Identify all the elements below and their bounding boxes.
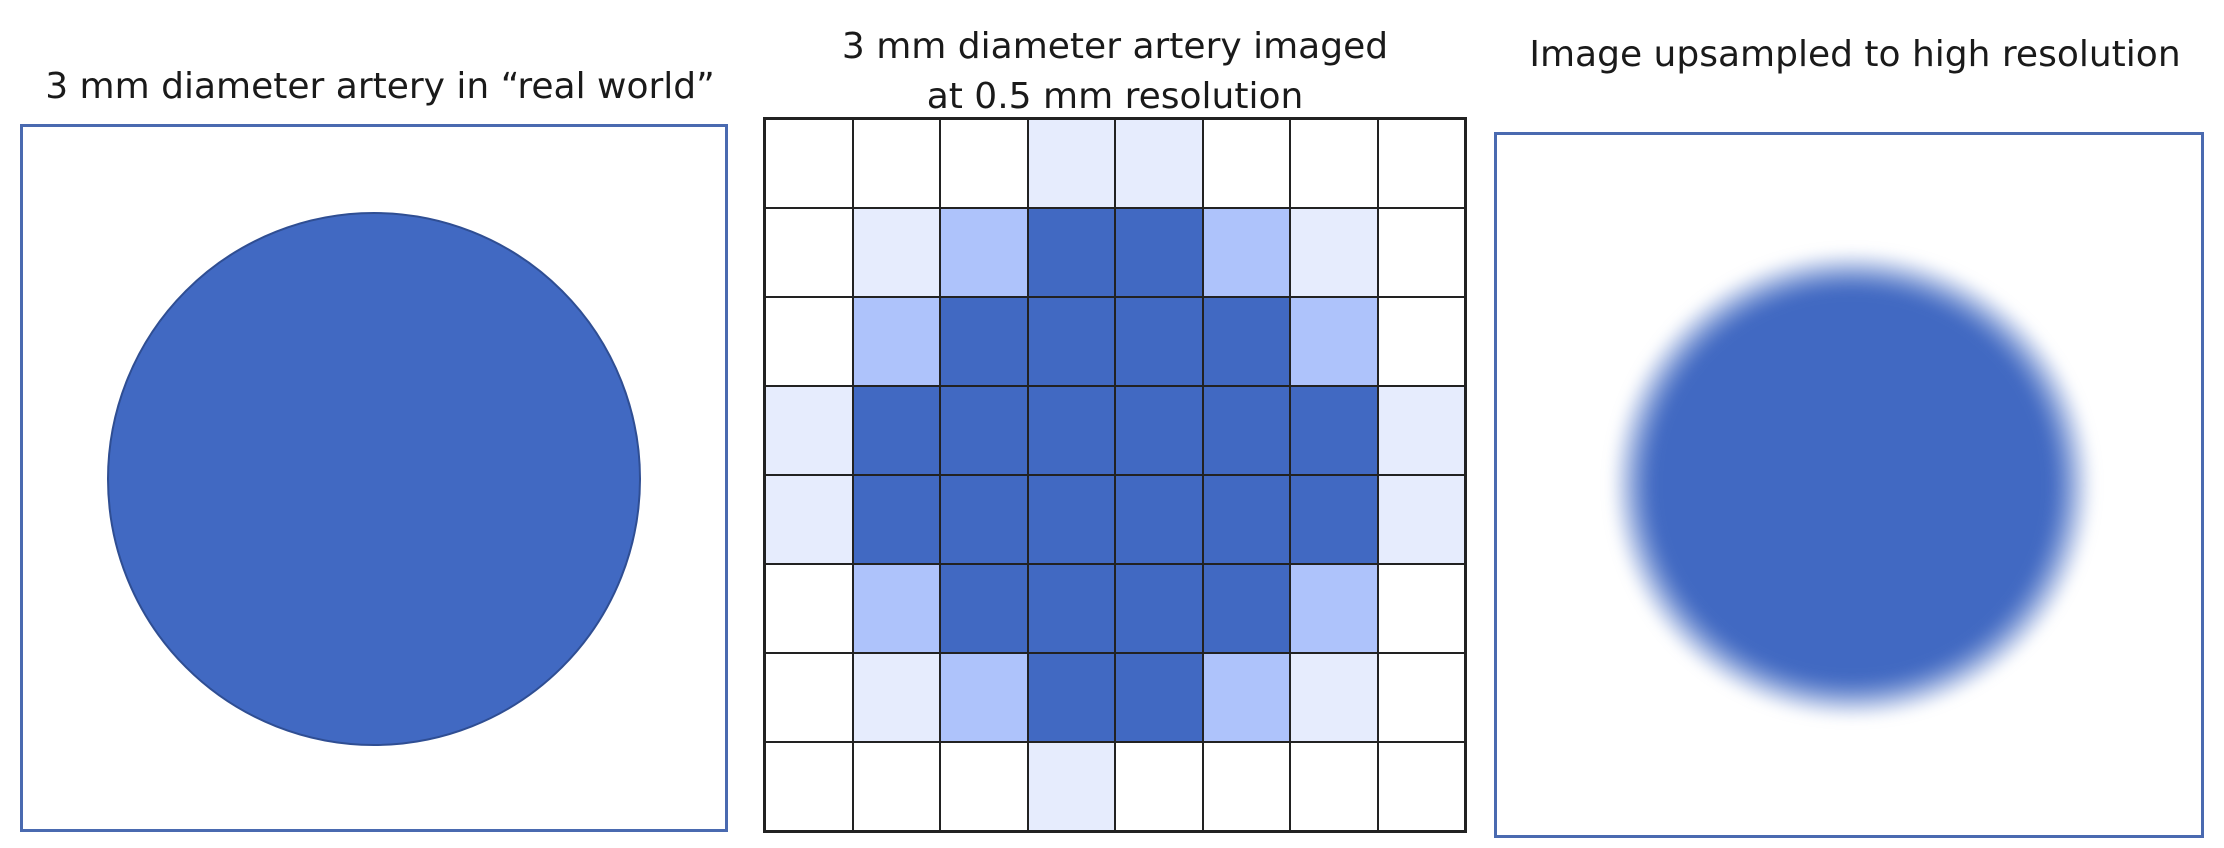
grid-cell <box>940 208 1028 297</box>
pixel-grid <box>763 117 1467 833</box>
grid-cell <box>1202 386 1290 475</box>
grid-cell <box>1202 208 1290 297</box>
grid-cell <box>765 386 853 475</box>
middle-panel-title-line-1: 3 mm diameter artery imaged <box>841 26 1389 67</box>
grid-cell <box>765 564 853 653</box>
grid-cell <box>1027 297 1115 386</box>
artery-cross-section <box>107 212 641 746</box>
grid-cell <box>1115 564 1203 653</box>
grid-cell <box>1290 742 1378 831</box>
grid-cell <box>940 119 1028 208</box>
grid-cell <box>1027 564 1115 653</box>
grid-cell <box>940 297 1028 386</box>
grid-cell <box>1202 564 1290 653</box>
grid-cell <box>1027 386 1115 475</box>
grid-cell <box>1290 297 1378 386</box>
grid-cell <box>1115 119 1203 208</box>
grid-cell <box>1290 564 1378 653</box>
grid-cell <box>852 208 940 297</box>
grid-cell <box>1027 742 1115 831</box>
grid-cell <box>1027 208 1115 297</box>
grid-cell <box>765 742 853 831</box>
real-world-panel <box>20 124 728 832</box>
right-panel-title: Image upsampled to high resolution <box>1529 34 2181 75</box>
grid-cell <box>765 208 853 297</box>
grid-cell <box>1115 475 1203 564</box>
grid-cell <box>1202 475 1290 564</box>
grid-cell <box>940 386 1028 475</box>
grid-cell <box>765 653 853 742</box>
grid-cell <box>1027 653 1115 742</box>
grid-cell <box>1377 742 1465 831</box>
grid-cell <box>1377 564 1465 653</box>
blurred-artery <box>1610 250 2094 720</box>
grid-cell <box>940 653 1028 742</box>
grid-cell <box>1377 297 1465 386</box>
grid-cell <box>1027 475 1115 564</box>
grid-cell <box>1115 386 1203 475</box>
grid-cell <box>1202 297 1290 386</box>
left-panel-title: 3 mm diameter artery in “real world” <box>45 66 715 107</box>
grid-cell <box>1290 653 1378 742</box>
middle-panel-title: 3 mm diameter artery imaged at 0.5 mm re… <box>760 22 1470 122</box>
grid-cell <box>1290 386 1378 475</box>
grid-cell <box>1377 653 1465 742</box>
grid-cell <box>852 742 940 831</box>
grid-cell <box>765 475 853 564</box>
grid-cell <box>1377 475 1465 564</box>
grid-cell <box>940 564 1028 653</box>
middle-panel-title-line-2: at 0.5 mm resolution <box>926 76 1304 117</box>
grid-cell <box>1202 742 1290 831</box>
grid-cell <box>1115 297 1203 386</box>
grid-cell <box>852 475 940 564</box>
grid-cell <box>852 653 940 742</box>
grid-cell <box>1290 119 1378 208</box>
grid-cell <box>1202 119 1290 208</box>
grid-cell <box>1290 208 1378 297</box>
grid-cell <box>1115 653 1203 742</box>
grid-cell <box>1027 119 1115 208</box>
grid-cell <box>852 386 940 475</box>
grid-cell <box>1115 742 1203 831</box>
grid-cell <box>1290 475 1378 564</box>
grid-cell <box>940 475 1028 564</box>
upsampled-panel <box>1494 132 2204 838</box>
grid-cell <box>852 119 940 208</box>
grid-cell <box>852 564 940 653</box>
grid-cell <box>852 297 940 386</box>
grid-cell <box>1377 386 1465 475</box>
grid-cell <box>1377 208 1465 297</box>
grid-cell <box>765 297 853 386</box>
grid-cell <box>1115 208 1203 297</box>
grid-cell <box>940 742 1028 831</box>
grid-cell <box>1377 119 1465 208</box>
grid-cell <box>1202 653 1290 742</box>
grid-cell <box>765 119 853 208</box>
